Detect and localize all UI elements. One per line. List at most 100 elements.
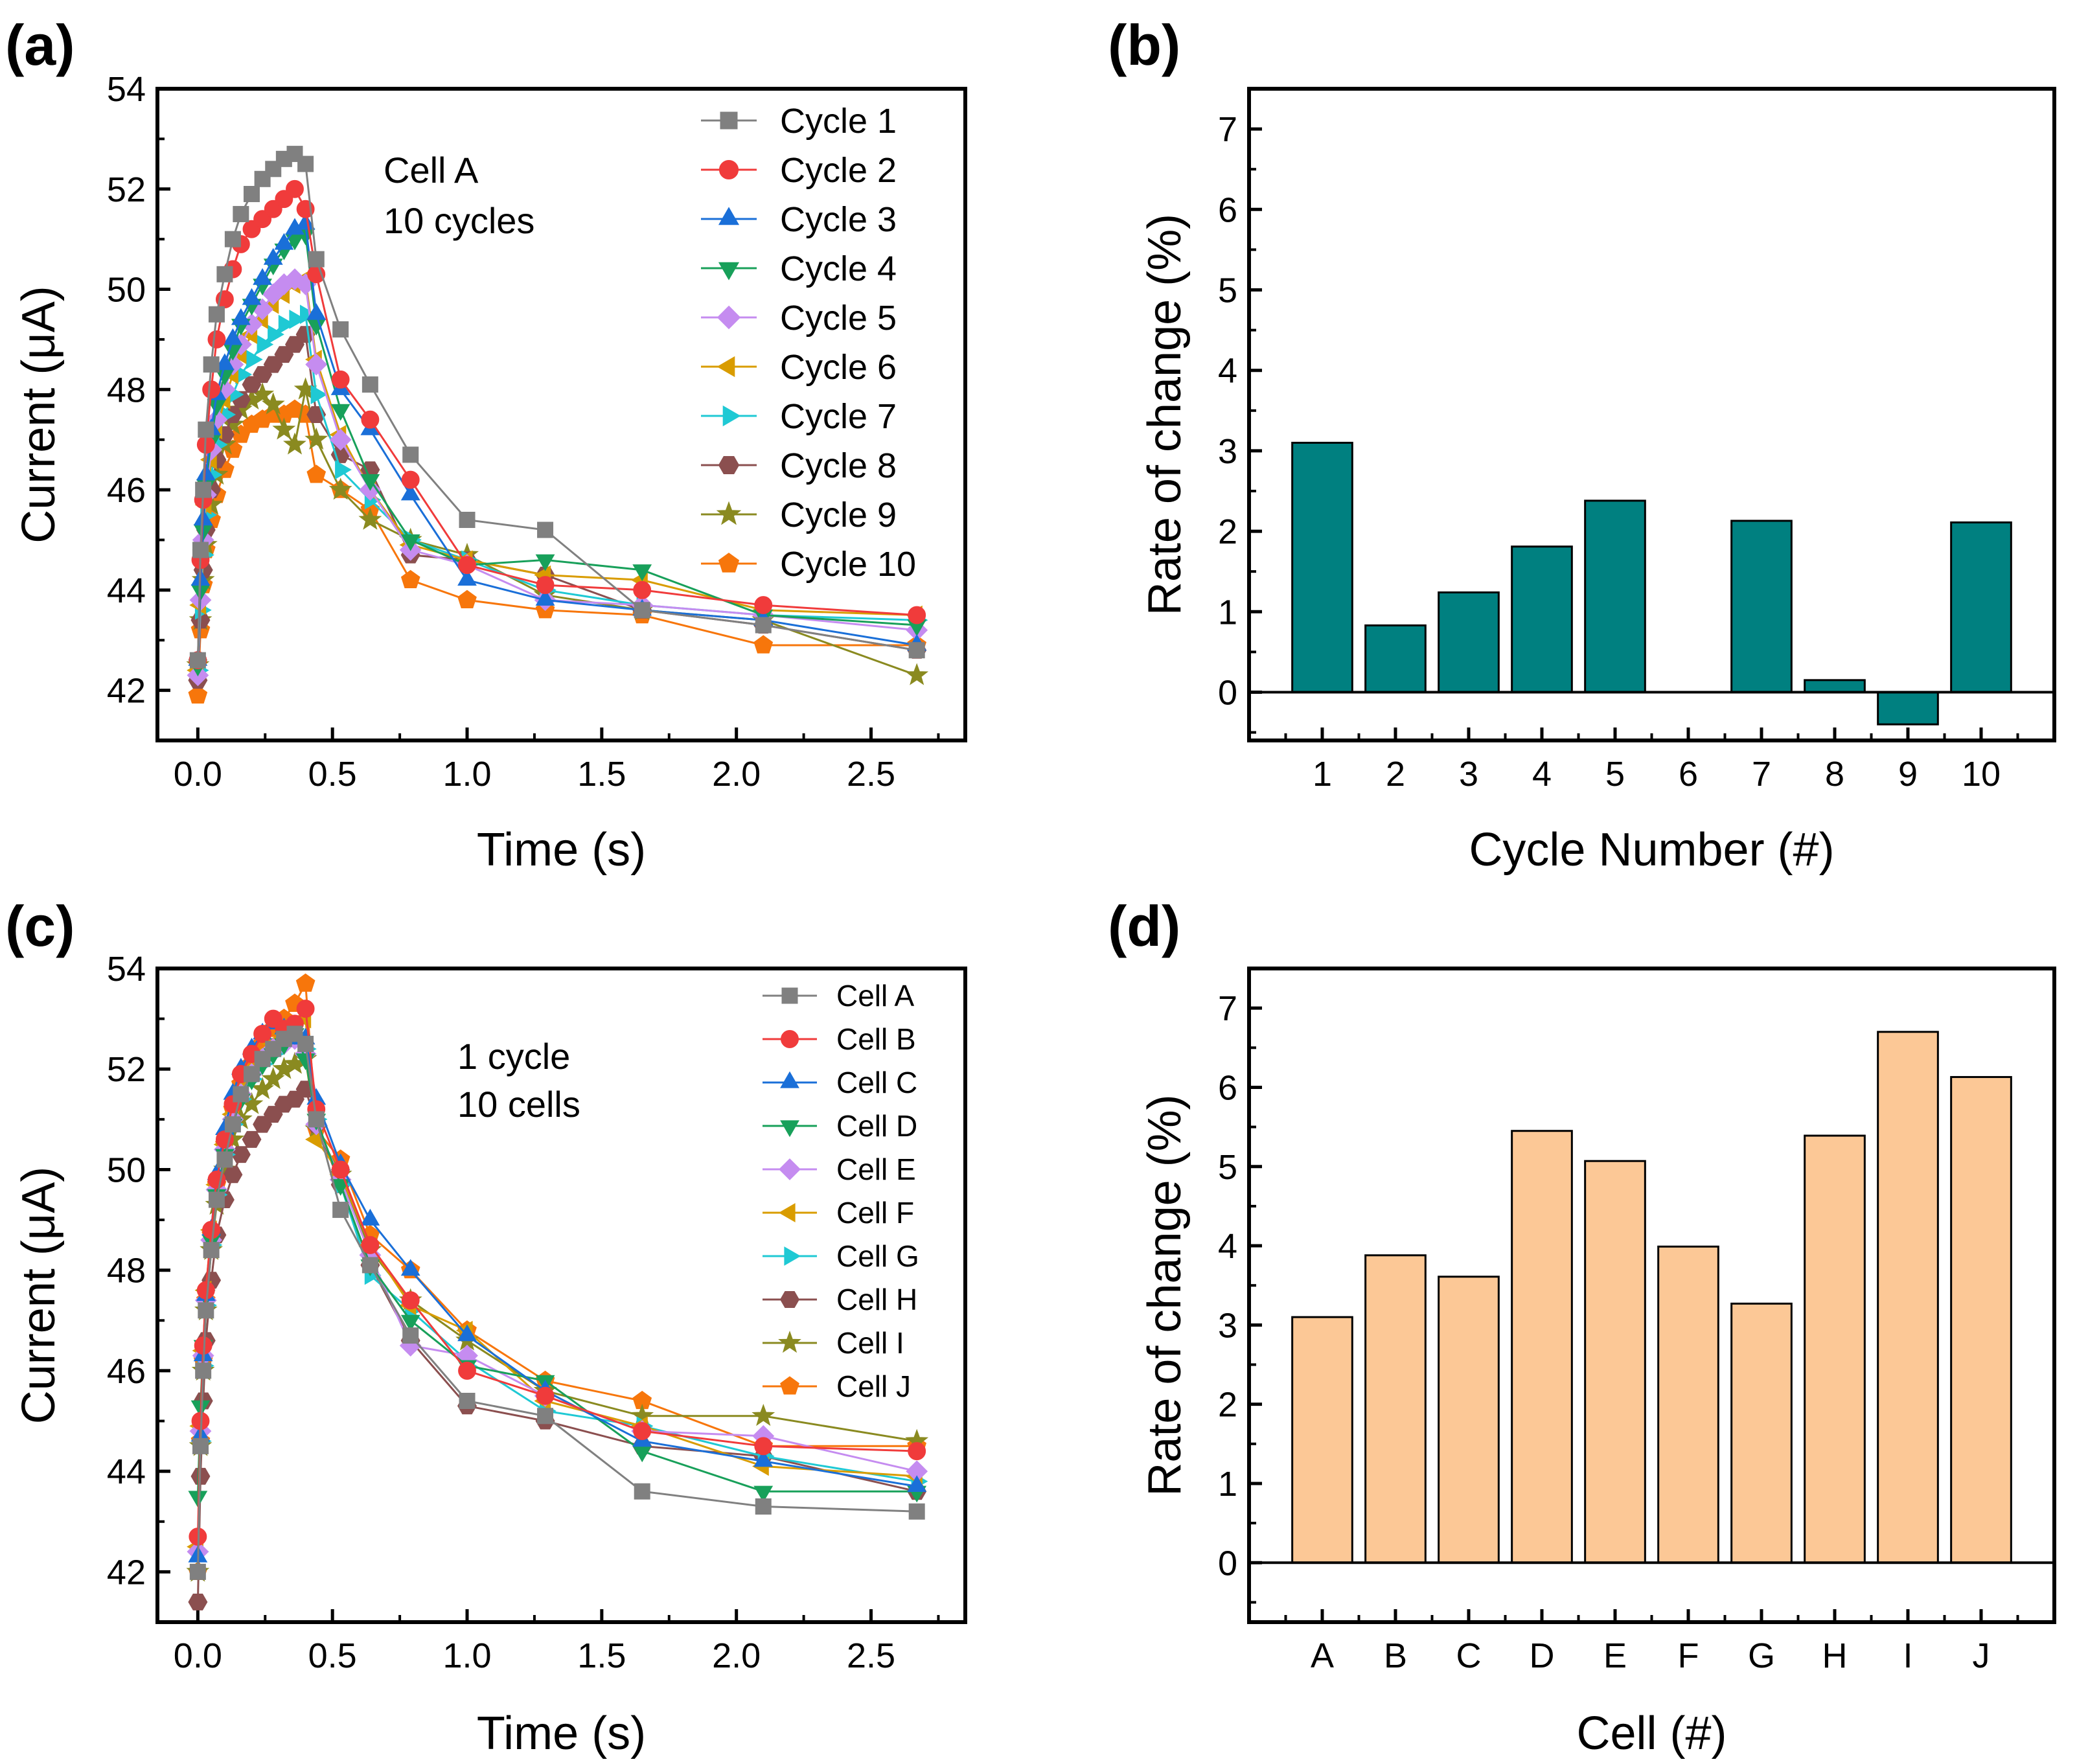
data-point: [332, 1202, 349, 1219]
panel-a-line-chart: 0.0 0.5 1.0 1.5 2.0 2.5 42 44 46 48 50 52 54 Cell A 10…: [5, 13, 967, 876]
legend-label: Cycle 3: [780, 200, 897, 239]
x-tick-label: 2.0: [712, 755, 761, 794]
data-point: [207, 330, 226, 349]
y-tick-label: 54: [107, 950, 146, 989]
data-point: [246, 349, 263, 369]
series-group: [186, 973, 929, 1610]
bars: [1291, 1031, 2012, 1564]
legend-label: Cycle 8: [780, 446, 897, 485]
data-point: [360, 1208, 380, 1226]
data-point: [296, 1000, 315, 1018]
data-point: [361, 1257, 378, 1274]
data-point: [753, 1485, 774, 1503]
bar-F: [1657, 1245, 1719, 1564]
x-tick-label: 0.0: [174, 755, 222, 794]
y-tick-label: 0: [1218, 1544, 1237, 1583]
x-tick-label: 5: [1605, 755, 1625, 794]
y-tick-label: 7: [1218, 110, 1237, 149]
data-point: [908, 1503, 925, 1520]
y-tick-label: 44: [107, 571, 146, 610]
x-tick-label: 1.0: [442, 755, 491, 794]
legend-marker: [718, 553, 740, 573]
x-tick-label: 1: [1313, 755, 1332, 794]
data-point: [335, 460, 352, 480]
data-point: [361, 410, 380, 429]
data-point: [215, 353, 235, 371]
legend-marker: [778, 1331, 801, 1353]
x-tick-label: 1.0: [442, 1636, 491, 1675]
data-point: [283, 432, 306, 455]
y-tick-label: 2: [1218, 512, 1237, 551]
y-tick-label: 1: [1218, 1465, 1237, 1504]
data-point: [242, 1130, 262, 1148]
data-point: [753, 635, 774, 654]
legend-marker: [780, 1291, 799, 1308]
x-tick-label: B: [1384, 1636, 1407, 1675]
x-tick-label: 2.0: [712, 1636, 761, 1675]
legend-marker: [722, 405, 741, 427]
legend-marker: [718, 207, 740, 225]
bar-4: [1511, 545, 1573, 693]
series-cell-b: [189, 1000, 926, 1546]
y-tick-label: 42: [107, 672, 146, 711]
panel-label: (a): [5, 13, 75, 77]
data-point: [192, 1438, 209, 1454]
data-point: [306, 303, 327, 320]
legend-marker: [780, 1376, 799, 1395]
legend-label: Cell F: [836, 1196, 914, 1230]
data-point: [189, 1563, 206, 1580]
y-tick-label: 48: [107, 1252, 146, 1290]
bar-C: [1438, 1276, 1500, 1564]
y-tick-label: 42: [107, 1553, 146, 1592]
data-point: [272, 417, 296, 440]
data-point: [535, 554, 555, 571]
x-tick-label: 8: [1825, 755, 1844, 794]
x-tick-label: 2.5: [847, 755, 895, 794]
series-cell-a: [189, 1025, 925, 1580]
data-point: [202, 380, 221, 399]
panel-label: (d): [1108, 894, 1180, 958]
x-axis-title: Cell (#): [1576, 1708, 1727, 1759]
data-point: [202, 1220, 221, 1239]
y-tick-label: 6: [1218, 190, 1237, 229]
data-point: [188, 1594, 208, 1610]
data-point: [633, 1422, 652, 1441]
data-point: [278, 314, 295, 334]
x-tick-label: 4: [1532, 755, 1552, 794]
x-tick-label: 1.5: [577, 1636, 626, 1675]
data-point: [308, 1111, 325, 1128]
data-point: [361, 1235, 380, 1254]
panel-label: (c): [5, 894, 75, 958]
data-point: [195, 481, 212, 498]
bar-7: [1730, 520, 1793, 693]
legend-label: Cycle 2: [780, 151, 897, 190]
bar-A: [1291, 1316, 1353, 1564]
x-tick-label: 9: [1898, 755, 1918, 794]
legend-label: Cell G: [836, 1239, 919, 1273]
legend-marker: [716, 501, 742, 525]
data-point: [908, 642, 925, 659]
x-tick-label: G: [1748, 1636, 1775, 1675]
data-point: [536, 1386, 555, 1405]
data-point: [331, 370, 350, 389]
legend-marker: [784, 1246, 801, 1266]
data-point: [216, 266, 233, 282]
bar-8: [1804, 679, 1866, 693]
panel-d-bar-chart: 0 1 2 3 4 5 6 7 A B C D E F G H I J Cell (#) Rate of change…: [1108, 894, 2056, 1759]
data-point: [329, 428, 352, 451]
legend: Cycle 1 Cycle 2 Cycle 3 Cycle 4 Cycle 5 Cycle…: [701, 102, 916, 584]
data-point: [203, 1242, 220, 1259]
plot-frame: [155, 967, 967, 1624]
y-tick-label: 4: [1218, 352, 1237, 391]
x-tick-label: E: [1603, 1636, 1627, 1675]
data-point: [754, 1437, 773, 1456]
data-point: [400, 1314, 420, 1332]
y-tick-label: 50: [107, 271, 146, 310]
x-tick-label: I: [1903, 1636, 1912, 1675]
x-tick-label: 3: [1459, 755, 1478, 794]
y-tick-label: 52: [107, 1050, 146, 1089]
legend-marker: [717, 305, 741, 330]
data-point: [401, 470, 420, 489]
data-point: [305, 353, 328, 376]
y-tick-label: 6: [1218, 1068, 1237, 1107]
